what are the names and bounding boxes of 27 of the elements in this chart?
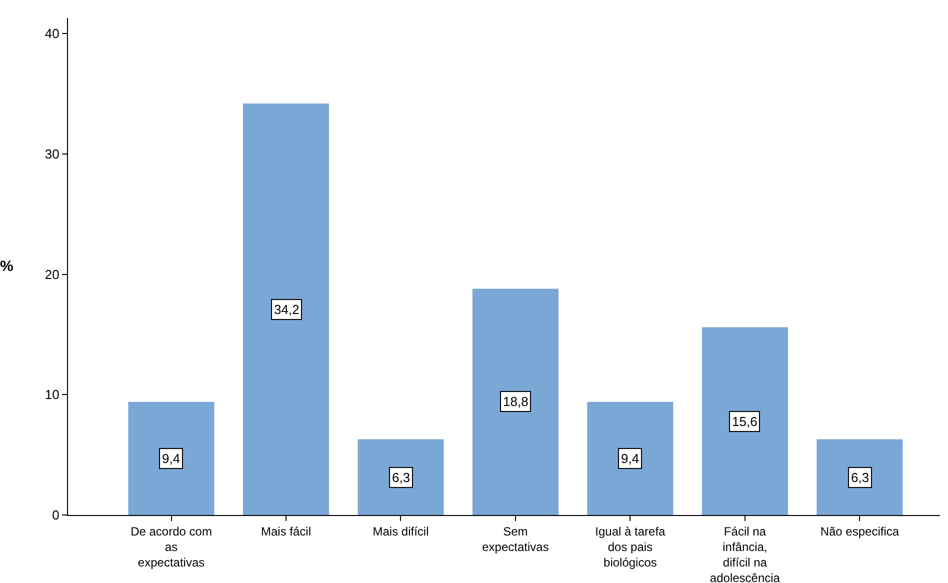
data-label: 15,6 — [732, 414, 758, 429]
bar — [128, 402, 214, 515]
data-label: 18,8 — [503, 394, 528, 409]
data-label: 6,3 — [851, 470, 870, 485]
x-tick-label: Mais fácil — [260, 524, 312, 538]
y-axis-title: % — [0, 258, 14, 275]
bar — [702, 327, 788, 515]
y-tick-label: 40 — [44, 26, 60, 42]
bar — [472, 288, 558, 515]
y-tick-label: 20 — [44, 266, 60, 282]
bar — [242, 103, 330, 515]
y-tick-label: 30 — [44, 146, 60, 162]
bar — [587, 402, 674, 515]
data-label: 6,3 — [392, 470, 410, 485]
data-label: 34,2 — [274, 302, 300, 317]
x-tick-label: Não especifica — [820, 524, 900, 538]
data-label: 9,4 — [621, 451, 640, 466]
x-tick-label: Igual à tarefa dos pais biológicos — [595, 524, 666, 570]
bar — [816, 439, 903, 515]
bar — [358, 439, 444, 515]
y-tick-label: 10 — [44, 387, 60, 402]
data-label: 9,4 — [162, 451, 180, 466]
x-tick-label: De acordo com as expectativas — [130, 524, 212, 570]
x-tick-label: Fácil na infância, difícil na adolescência — [710, 524, 780, 583]
x-tick-label: Sem expectativas — [482, 524, 549, 554]
x-tick-label: Mais difícil — [372, 524, 429, 538]
y-tick-label: 0 — [52, 508, 60, 523]
